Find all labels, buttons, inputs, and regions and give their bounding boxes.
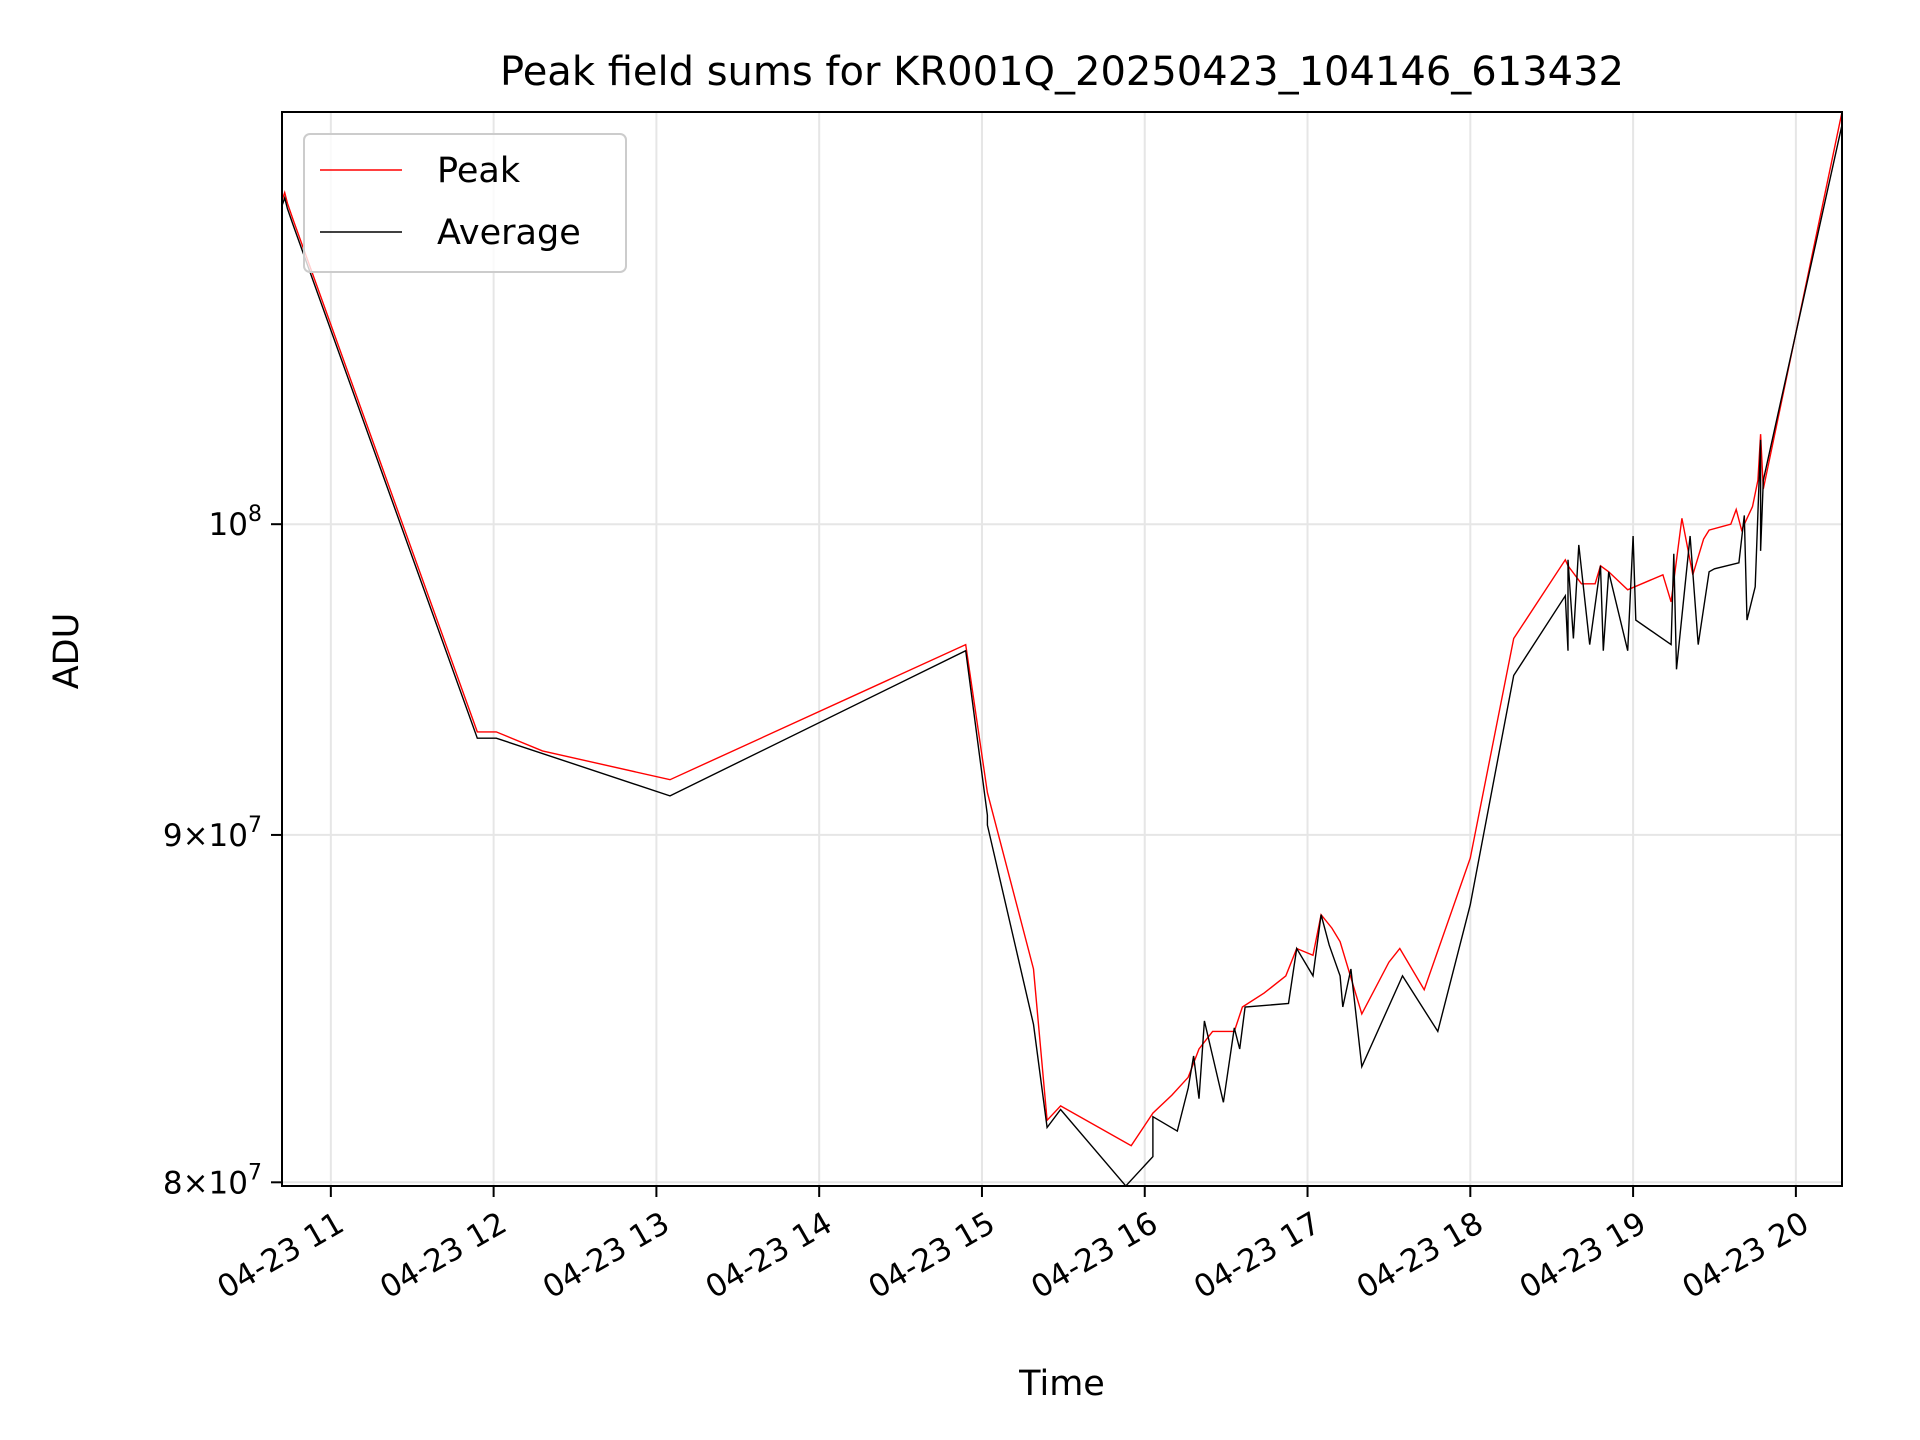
legend: Peak Average	[303, 133, 627, 273]
series-line-peak	[281, 111, 1843, 1147]
y-tick-label: 108	[209, 502, 262, 543]
series-line-average	[281, 124, 1843, 1188]
y-axis-label: ADU	[47, 613, 87, 690]
y-axis: 8×107 9×107 108	[163, 502, 282, 1201]
legend-box	[303, 133, 627, 273]
chart-title: Peak field sums for KR001Q_20250423_1041…	[500, 49, 1624, 95]
series-lines	[281, 111, 1843, 1188]
plot-frame	[281, 111, 1843, 1187]
legend-label-average: Average	[437, 213, 581, 253]
y-tick-label: 8×107	[163, 1160, 262, 1201]
grid	[282, 112, 1842, 1186]
x-axis-label: Time	[1018, 1364, 1105, 1404]
legend-label-peak: Peak	[437, 151, 521, 191]
y-tick-label: 9×107	[163, 813, 262, 854]
